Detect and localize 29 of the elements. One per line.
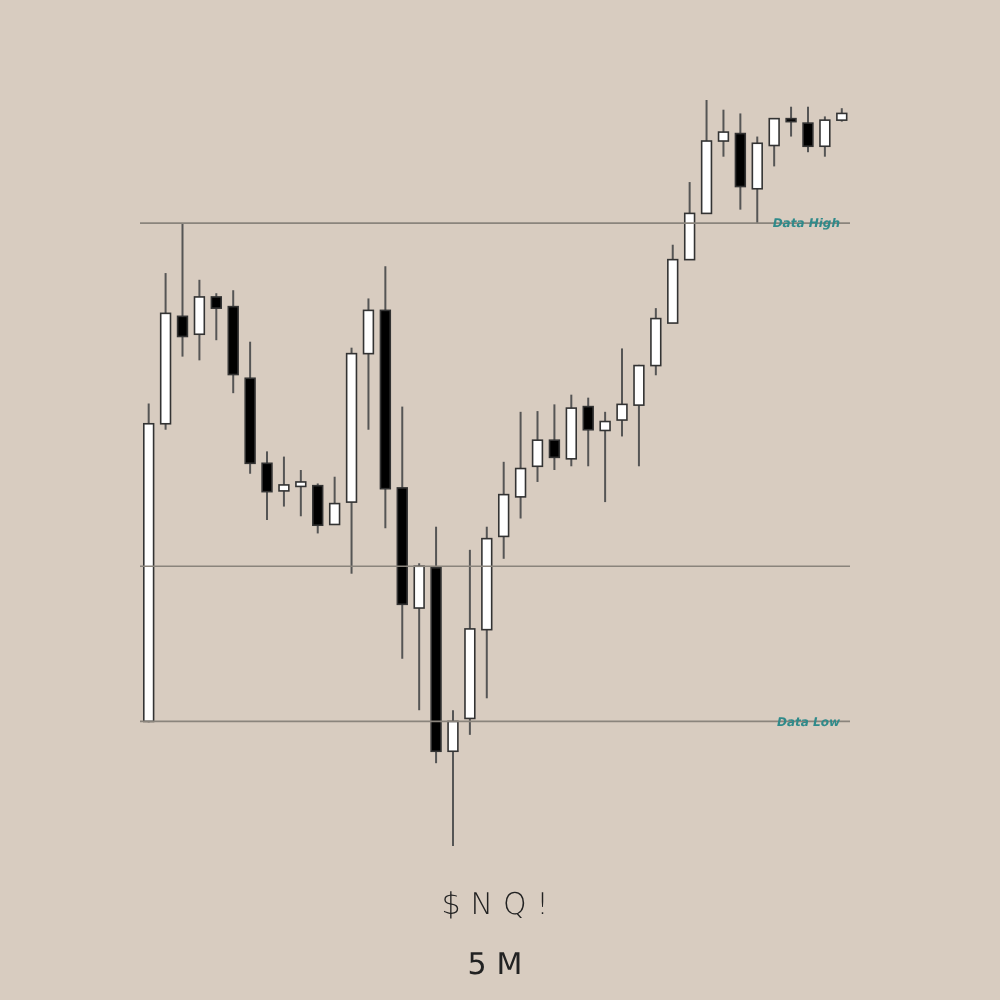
candlestick: [785, 105, 797, 138]
candlestick: [802, 105, 814, 154]
candlestick: [650, 307, 662, 377]
candlestick: [447, 709, 459, 846]
candlestick: [582, 396, 594, 468]
candlestick: [768, 117, 780, 168]
candlestick: [413, 562, 425, 712]
candlestick: [514, 410, 527, 520]
candlestick: [548, 403, 561, 472]
text: 5M: [465, 946, 535, 982]
candlestick: [261, 450, 273, 521]
candlestick: [819, 115, 831, 158]
candlestick: [616, 347, 628, 438]
text: $NQ!: [439, 886, 561, 922]
candlestick: [193, 278, 206, 362]
candlestick: [599, 410, 611, 504]
candlestick: [295, 469, 307, 518]
candlestick: [312, 482, 324, 535]
candlestick: [717, 108, 730, 158]
candlestick: [210, 292, 223, 342]
candlestick: [328, 475, 341, 526]
candlestick: [362, 297, 375, 431]
candlestick: [751, 135, 763, 225]
candlestick: [683, 181, 696, 261]
candlestick: [176, 222, 189, 358]
candlestick: [278, 455, 290, 508]
candlestick: [633, 363, 645, 468]
candlestick: [497, 460, 510, 560]
candlestick: [531, 410, 544, 483]
